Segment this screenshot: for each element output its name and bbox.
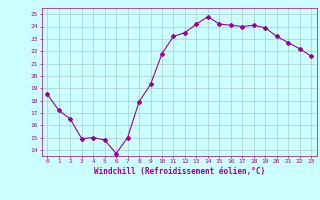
X-axis label: Windchill (Refroidissement éolien,°C): Windchill (Refroidissement éolien,°C) [94, 167, 265, 176]
